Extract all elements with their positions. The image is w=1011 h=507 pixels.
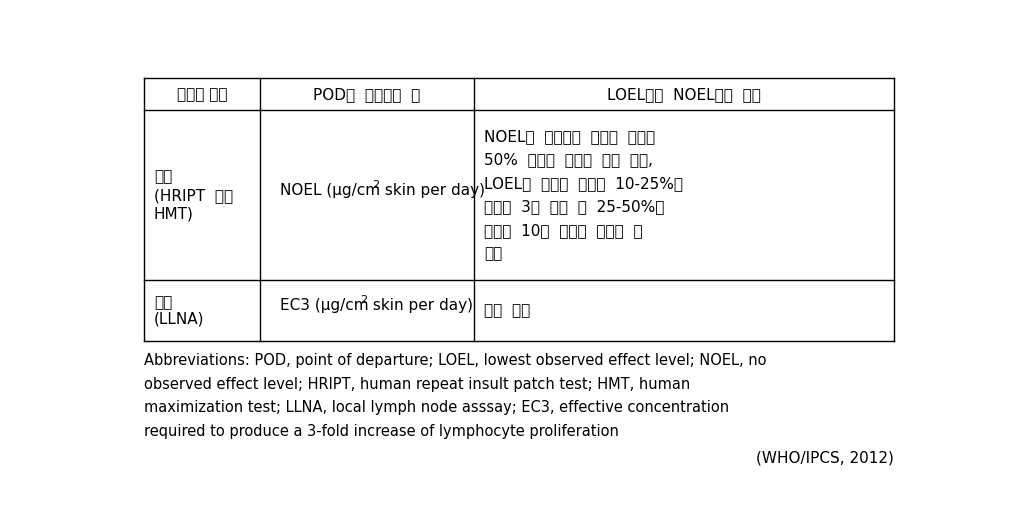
Text: skin per day): skin per day) (368, 299, 473, 313)
Text: 2: 2 (372, 180, 379, 190)
Text: 데이터 종류: 데이터 종류 (177, 87, 226, 102)
Text: 필요  없음: 필요 없음 (483, 303, 530, 318)
Text: skin per day): skin per day) (379, 184, 484, 198)
Text: 50%  미만인  결과가  있는  경우,: 50% 미만인 결과가 있는 경우, (483, 153, 652, 168)
Text: 사람: 사람 (154, 169, 172, 184)
Text: EC3 (μg/cm: EC3 (μg/cm (279, 299, 368, 313)
Text: (HRIPT  또는: (HRIPT 또는 (154, 188, 233, 203)
Text: 있음: 있음 (483, 246, 501, 261)
Text: HMT): HMT) (154, 206, 194, 222)
Text: (LLNA): (LLNA) (154, 311, 204, 326)
Text: observed effect level; HRIPT, human repeat insult patch test; HMT, human: observed effect level; HRIPT, human repe… (144, 377, 690, 392)
Text: NOEL (μg/cm: NOEL (μg/cm (279, 184, 379, 198)
Text: required to produce a 3-fold increase of lymphocyte proliferation: required to produce a 3-fold increase of… (144, 423, 618, 439)
Text: maximization test; LLNA, local lymph node asssay; EC3, effective concentration: maximization test; LLNA, local lymph nod… (144, 400, 728, 415)
Text: (WHO/IPCS, 2012): (WHO/IPCS, 2012) (755, 450, 893, 465)
Text: 용량에  3의  계수  및  25-50%인: 용량에 3의 계수 및 25-50%인 (483, 199, 663, 214)
Text: NOEL이  부족하고  감작성  비율이: NOEL이 부족하고 감작성 비율이 (483, 129, 654, 144)
Text: LOEL은  감작성  비율이  10-25%인: LOEL은 감작성 비율이 10-25%인 (483, 176, 682, 191)
Text: POD에  사용되는  값: POD에 사용되는 값 (312, 87, 420, 102)
Text: 용량에  10의  계수가  외삽될  수: 용량에 10의 계수가 외삽될 수 (483, 223, 642, 238)
Text: 동물: 동물 (154, 295, 172, 310)
Text: Abbreviations: POD, point of departure; LOEL, lowest observed effect level; NOEL: Abbreviations: POD, point of departure; … (144, 353, 765, 368)
Text: LOEL에서  NOEL로의  외삽: LOEL에서 NOEL로의 외삽 (606, 87, 760, 102)
Text: 2: 2 (360, 296, 367, 305)
